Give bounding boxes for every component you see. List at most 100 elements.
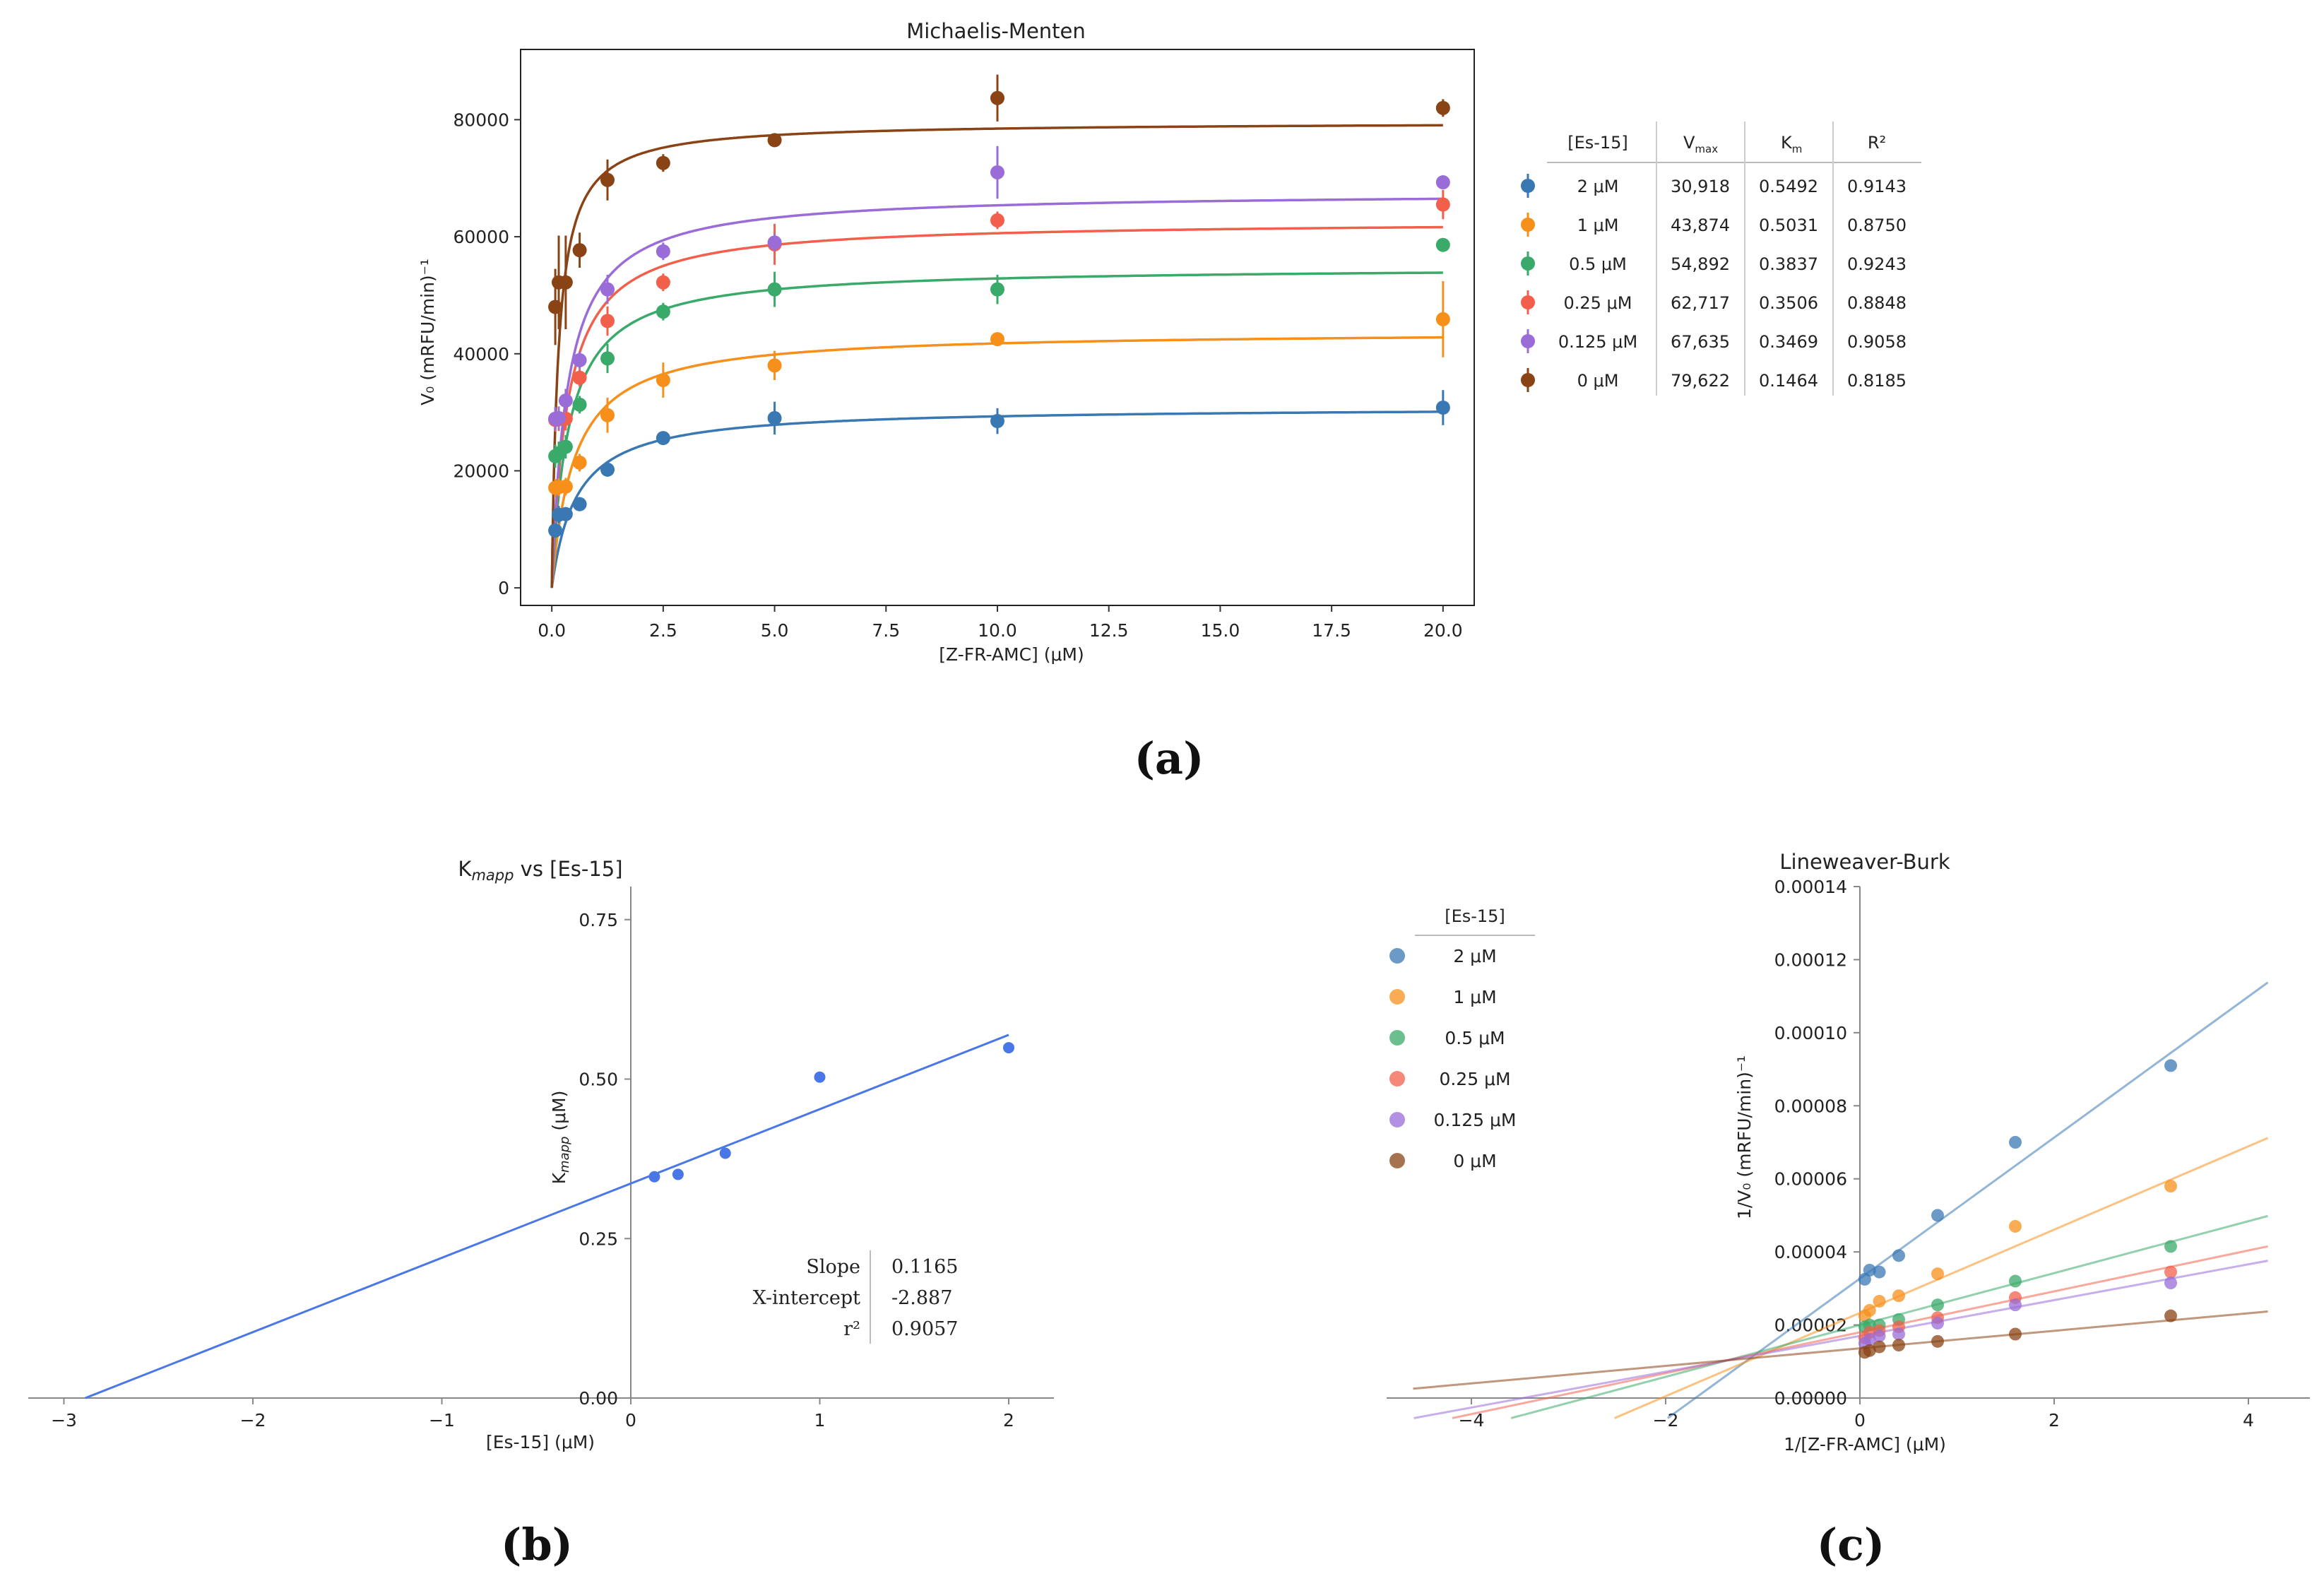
legend-label: 0.25 μM (1439, 1069, 1510, 1089)
table-cell-vmax: 62,717 (1671, 293, 1730, 313)
legend-marker (1521, 334, 1535, 348)
data-point (814, 1071, 826, 1083)
data-point (1892, 1327, 1905, 1341)
panel-b-label: (b) (501, 1519, 573, 1570)
data-point (1863, 1333, 1876, 1346)
panel-c-ylabel: 1/V₀ (mRFU/min)⁻¹ (1734, 1055, 1755, 1219)
legend-marker (1389, 1153, 1405, 1168)
data-point (2164, 1265, 2177, 1279)
data-point (1435, 400, 1450, 415)
data-point (656, 244, 670, 259)
data-point (656, 275, 670, 290)
panel-b-ylabel: Kmapp (μM) (549, 1091, 572, 1185)
table-header-km: Km (1781, 133, 1802, 155)
data-point (572, 243, 587, 258)
data-point (1892, 1339, 1905, 1352)
data-point (1873, 1330, 1886, 1343)
fit-curve-1__M (550, 336, 1443, 588)
data-point (1931, 1334, 1944, 1348)
x-tick-label: 0.0 (538, 620, 566, 641)
y-tick-label: 20000 (453, 461, 509, 481)
y-tick-label: 0.00008 (1774, 1096, 1847, 1116)
x-tick-label: −2 (240, 1410, 266, 1431)
data-point (558, 479, 573, 494)
legend-label: 2 μM (1453, 946, 1496, 966)
panel-c-title: Lineweaver-Burk (1779, 850, 1950, 874)
table-cell-r2: 0.9143 (1847, 177, 1907, 196)
regression-line-0__M (1413, 1310, 2268, 1390)
legend-marker (1389, 948, 1405, 964)
table-cell-r2: 0.8848 (1847, 293, 1907, 313)
y-tick-label: 0.75 (579, 910, 618, 930)
legend-marker (1521, 295, 1535, 309)
y-tick-label: 0 (498, 578, 509, 598)
data-point (2164, 1180, 2177, 1193)
legend-marker (1521, 218, 1535, 232)
y-tick-label: 0.00012 (1774, 949, 1847, 970)
x-tick-label: 20.0 (1423, 620, 1463, 641)
data-point (2164, 1277, 2177, 1290)
panel-a-xlabel: [Z-FR-AMC] (μM) (939, 644, 1084, 665)
data-point (2009, 1219, 2022, 1233)
data-point (648, 1171, 660, 1183)
legend-marker (1521, 179, 1535, 193)
data-point (990, 90, 1004, 105)
data-point (558, 275, 573, 290)
data-point (600, 282, 615, 297)
data-point (990, 165, 1004, 179)
data-point (1892, 1249, 1905, 1262)
table-header-es15: [Es-15] (1567, 133, 1628, 153)
data-point (1931, 1209, 1944, 1222)
y-tick-label: 80000 (453, 109, 509, 130)
stat-value: 0.1165 (891, 1256, 958, 1278)
data-point (1931, 1316, 1944, 1330)
panel-c-label: (c) (1817, 1519, 1885, 1570)
table-cell-km: 0.5492 (1759, 177, 1818, 196)
data-point (656, 373, 670, 388)
y-tick-label: 0.00 (579, 1388, 618, 1409)
table-cell-r2: 0.8750 (1847, 215, 1907, 235)
data-point (572, 353, 587, 367)
data-point (548, 300, 563, 314)
table-cell-vmax: 30,918 (1671, 177, 1730, 196)
data-point (1863, 1344, 1876, 1357)
y-tick-label: 40000 (453, 344, 509, 365)
regression-line-2__M (1666, 981, 2269, 1419)
fit-curve-2__M (550, 410, 1443, 588)
y-tick-label: 60000 (453, 227, 509, 247)
table-cell-km: 0.3837 (1759, 254, 1818, 274)
data-point (572, 370, 587, 385)
stat-label: X-intercept (753, 1287, 861, 1309)
x-tick-label: 7.5 (872, 620, 900, 641)
table-cell-km: 0.3506 (1759, 293, 1818, 313)
lineweaver-burk-legend: [Es-15] 2 μM 1 μM 0.5 μM 0.25 μM 0.125 μM 0 μ… (1389, 906, 1535, 1171)
data-point (1435, 175, 1450, 190)
stat-label: r² (843, 1318, 860, 1340)
legend-label: 0 μM (1453, 1151, 1496, 1171)
data-point (990, 282, 1004, 297)
data-point (600, 408, 615, 422)
panel-a-label: (a) (1134, 733, 1204, 784)
data-point (1435, 237, 1450, 252)
panel-b-xlabel: [Es-15] (μM) (486, 1432, 595, 1452)
data-point (672, 1168, 684, 1180)
table-cell-r2: 0.9058 (1847, 332, 1907, 352)
legend-marker (1389, 1112, 1405, 1127)
panel-a-ylabel: V₀ (mRFU/min)⁻¹ (417, 259, 438, 405)
data-point (558, 439, 573, 454)
stat-label: Slope (806, 1256, 860, 1278)
data-point (600, 172, 615, 187)
lineweaver-burk-chart: Lineweaver-Burk −4 −2 0 2 4 0.000000.000020.… (1387, 850, 2310, 1570)
y-tick-label: 0.00010 (1774, 1023, 1847, 1043)
data-point (2009, 1274, 2022, 1288)
kmapp-vs-es15-chart: Kmapp vs [Es-15] −3 −2 −1 0 1 2 0.00 0.25 0.50 0… (28, 857, 1054, 1570)
data-point (2009, 1327, 2022, 1341)
data-point (767, 282, 782, 297)
data-point (552, 410, 566, 425)
table-cell-km: 0.5031 (1759, 215, 1818, 235)
data-point (990, 213, 1004, 227)
table-header-vmax: Vmax (1683, 133, 1718, 155)
legend-marker (1389, 1071, 1405, 1086)
table-cell-km: 0.3469 (1759, 332, 1818, 352)
